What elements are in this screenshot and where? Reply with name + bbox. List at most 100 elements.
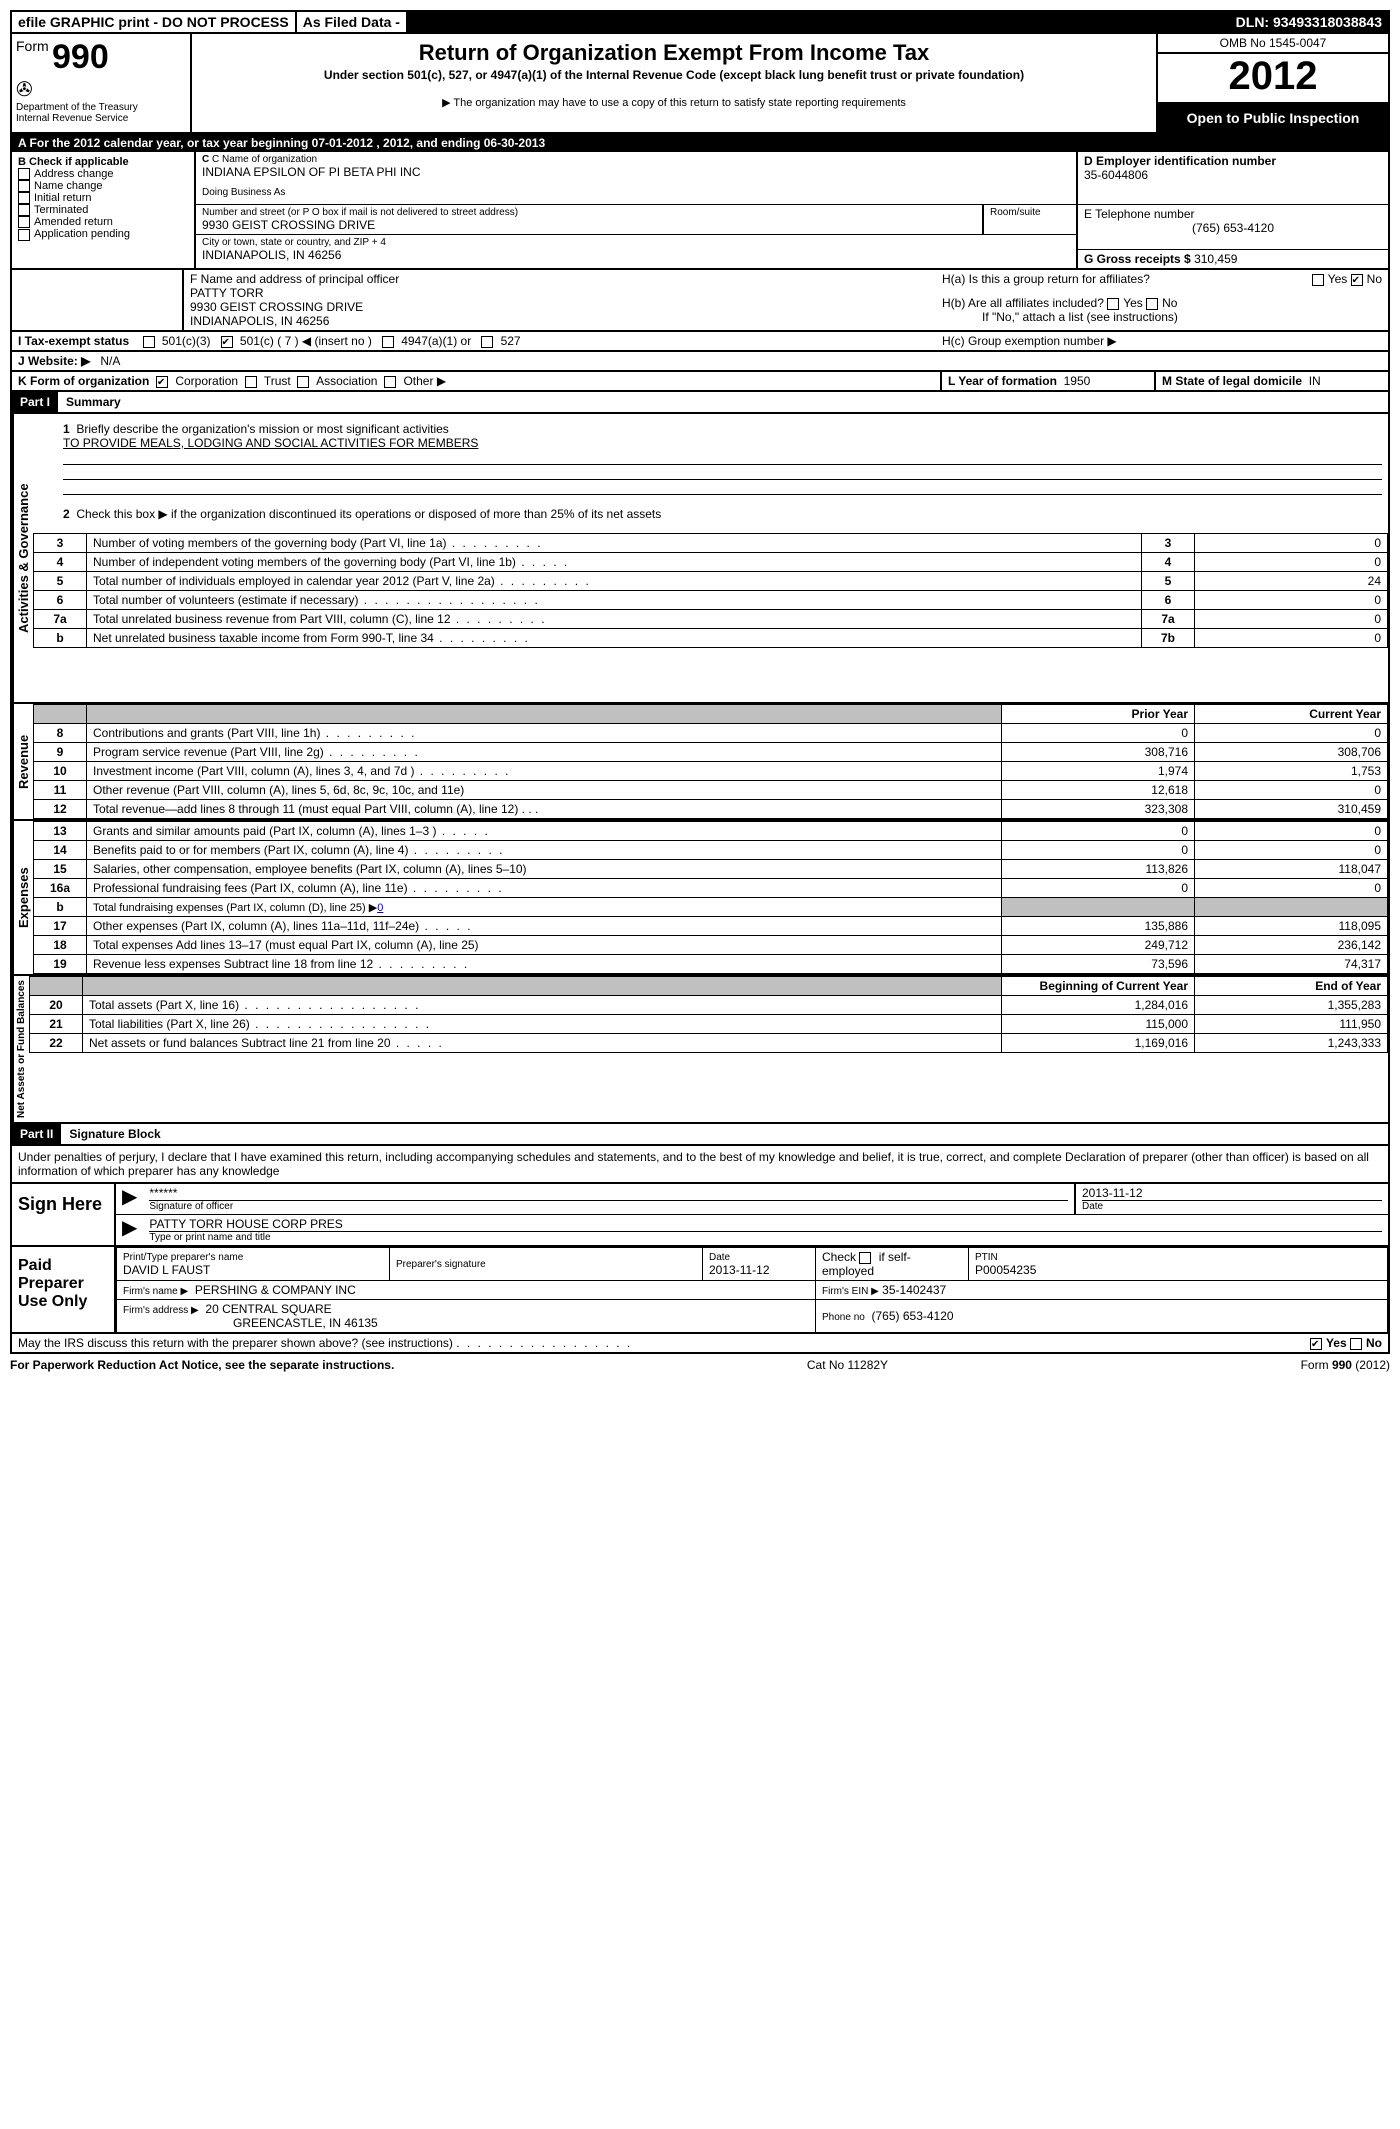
i-527[interactable] (481, 336, 493, 348)
tax-year: 2012 (1158, 54, 1388, 104)
open-public: Open to Public Inspection (1158, 104, 1388, 132)
expenses-table: 13Grants and similar amounts paid (Part … (33, 821, 1388, 974)
form-number: 990 (52, 38, 109, 76)
e-value: (765) 653-4120 (1084, 221, 1382, 235)
sig-stars: ****** (149, 1186, 1068, 1200)
fh-block: F Name and address of principal officer … (10, 270, 1390, 332)
m-label: M State of legal domicile (1162, 374, 1302, 388)
f-addr2: INDIANAPOLIS, IN 46256 (190, 314, 930, 328)
i-501c[interactable] (221, 336, 233, 348)
irs-no[interactable] (1350, 1338, 1362, 1350)
col-c: C C Name of organization INDIANA EPSILON… (196, 152, 1076, 268)
netassets-block: Net Assets or Fund Balances Beginning of… (10, 976, 1390, 1124)
paid-preparer-block: Paid Preparer Use Only Print/Type prepar… (10, 1247, 1390, 1334)
form-note: ▶ The organization may have to use a cop… (200, 96, 1148, 109)
header-mid: Return of Organization Exempt From Incom… (192, 34, 1156, 132)
sig-name-label: Type or print name and title (149, 1231, 1382, 1243)
ha-no[interactable] (1351, 274, 1363, 286)
form-word: Form (16, 38, 49, 54)
k-other[interactable] (384, 376, 396, 388)
as-filed: As Filed Data - (295, 12, 406, 32)
checkbox-pending[interactable] (18, 229, 30, 241)
i-4947[interactable] (382, 336, 394, 348)
checkbox-name[interactable] (18, 180, 30, 192)
sig-date-val: 2013-11-12 (1082, 1186, 1382, 1200)
form-header: Form 990 ✇ Department of the Treasury In… (10, 34, 1390, 134)
sign-here-label: Sign Here (12, 1184, 116, 1245)
irs-yes[interactable] (1310, 1338, 1322, 1350)
checkbox-terminated[interactable] (18, 204, 30, 216)
perjury: Under penalties of perjury, I declare th… (10, 1146, 1390, 1184)
page-footer: For Paperwork Reduction Act Notice, see … (10, 1354, 1390, 1372)
k-assoc[interactable] (297, 376, 309, 388)
netassets-table: Beginning of Current YearEnd of Year 20T… (29, 976, 1388, 1053)
side-revenue: Revenue (12, 704, 33, 819)
header-right: OMB No 1545-0047 2012 Open to Public Ins… (1156, 34, 1388, 132)
h-c: H(c) Group exemption number ▶ (942, 334, 1117, 348)
c-label: C C Name of organization (202, 154, 1070, 165)
k-corp[interactable] (156, 376, 168, 388)
dln-label: DLN: (1236, 14, 1269, 30)
part2-header: Part II Signature Block (10, 1124, 1390, 1146)
dba-label: Doing Business As (202, 187, 1070, 198)
i-501c3[interactable] (143, 336, 155, 348)
addr-label: Number and street (or P O box if mail is… (202, 207, 976, 218)
expenses-block: Expenses 13Grants and similar amounts pa… (10, 821, 1390, 976)
m-value: IN (1309, 374, 1321, 388)
hb-yes[interactable] (1107, 298, 1119, 310)
footer-mid: Cat No 11282Y (807, 1358, 888, 1372)
d-value: 35-6044806 (1084, 168, 1382, 182)
sig-date-label: Date (1082, 1200, 1382, 1212)
k-label: K Form of organization (18, 374, 149, 388)
h-b-note: If "No," attach a list (see instructions… (942, 310, 1382, 324)
i-label: I Tax-exempt status (18, 334, 129, 348)
col-f: F Name and address of principal officer … (184, 270, 936, 330)
dln-value: 93493318038843 (1273, 14, 1382, 30)
form-subtitle: Under section 501(c), 527, or 4947(a)(1)… (200, 68, 1148, 82)
summary-top-table: 3Number of voting members of the governi… (33, 533, 1388, 648)
klm-row: K Form of organization Corporation Trust… (10, 372, 1390, 392)
header-left: Form 990 ✇ Department of the Treasury In… (12, 34, 192, 132)
j-value: N/A (100, 354, 120, 368)
top-bar: efile GRAPHIC print - DO NOT PROCESS As … (10, 10, 1390, 34)
identity-block: B Check if applicable Address change Nam… (10, 152, 1390, 270)
col-deg: D Employer identification number 35-6044… (1076, 152, 1388, 268)
dept-irs: Internal Revenue Service (16, 113, 186, 124)
arrow-icon: ▶ (116, 1184, 143, 1214)
q2: Check this box ▶ if the organization dis… (76, 507, 661, 521)
i-row: I Tax-exempt status 501(c)(3) 501(c) ( 7… (10, 332, 1390, 352)
e-label: E Telephone number (1084, 207, 1382, 221)
self-employed-checkbox[interactable] (859, 1252, 871, 1264)
section-a: A For the 2012 calendar year, or tax yea… (10, 134, 1390, 152)
dln-block: DLN: 93493318038843 (1230, 12, 1388, 32)
j-label: J Website: ▶ (18, 354, 90, 368)
part1-title: Summary (58, 395, 121, 409)
col-b: B Check if applicable Address change Nam… (12, 152, 196, 268)
topbar-fill (406, 12, 1230, 32)
hb-no[interactable] (1146, 298, 1158, 310)
q1: Briefly describe the organization's miss… (76, 422, 448, 436)
h-b: H(b) Are all affiliates included? Yes No (942, 296, 1382, 310)
city-label: City or town, state or country, and ZIP … (202, 237, 1070, 248)
org-city: INDIANAPOLIS, IN 46256 (202, 248, 1070, 262)
sign-here-block: Sign Here ▶ ****** Signature of officer … (10, 1184, 1390, 1247)
part1-label: Part I (12, 392, 58, 412)
room-label: Room/suite (990, 207, 1070, 218)
side-expenses: Expenses (12, 821, 33, 974)
checkbox-amended[interactable] (18, 216, 30, 228)
omb-number: OMB No 1545-0047 (1158, 34, 1388, 54)
efile-notice: efile GRAPHIC print - DO NOT PROCESS (12, 12, 295, 32)
checkbox-address[interactable] (18, 168, 30, 180)
checkbox-initial[interactable] (18, 192, 30, 204)
part1-header: Part I Summary (10, 392, 1390, 414)
side-netassets: Net Assets or Fund Balances (12, 976, 29, 1122)
k-trust[interactable] (245, 376, 257, 388)
ha-yes[interactable] (1312, 274, 1324, 286)
footer-left: For Paperwork Reduction Act Notice, see … (10, 1358, 394, 1372)
l-value: 1950 (1064, 374, 1091, 388)
side-ag: Activities & Governance (12, 414, 33, 702)
org-addr: 9930 GEIST CROSSING DRIVE (202, 218, 976, 232)
col-b-label: B Check if applicable (18, 156, 188, 168)
f-name: PATTY TORR (190, 286, 930, 300)
footer-right: Form 990 (2012) (1301, 1358, 1390, 1372)
